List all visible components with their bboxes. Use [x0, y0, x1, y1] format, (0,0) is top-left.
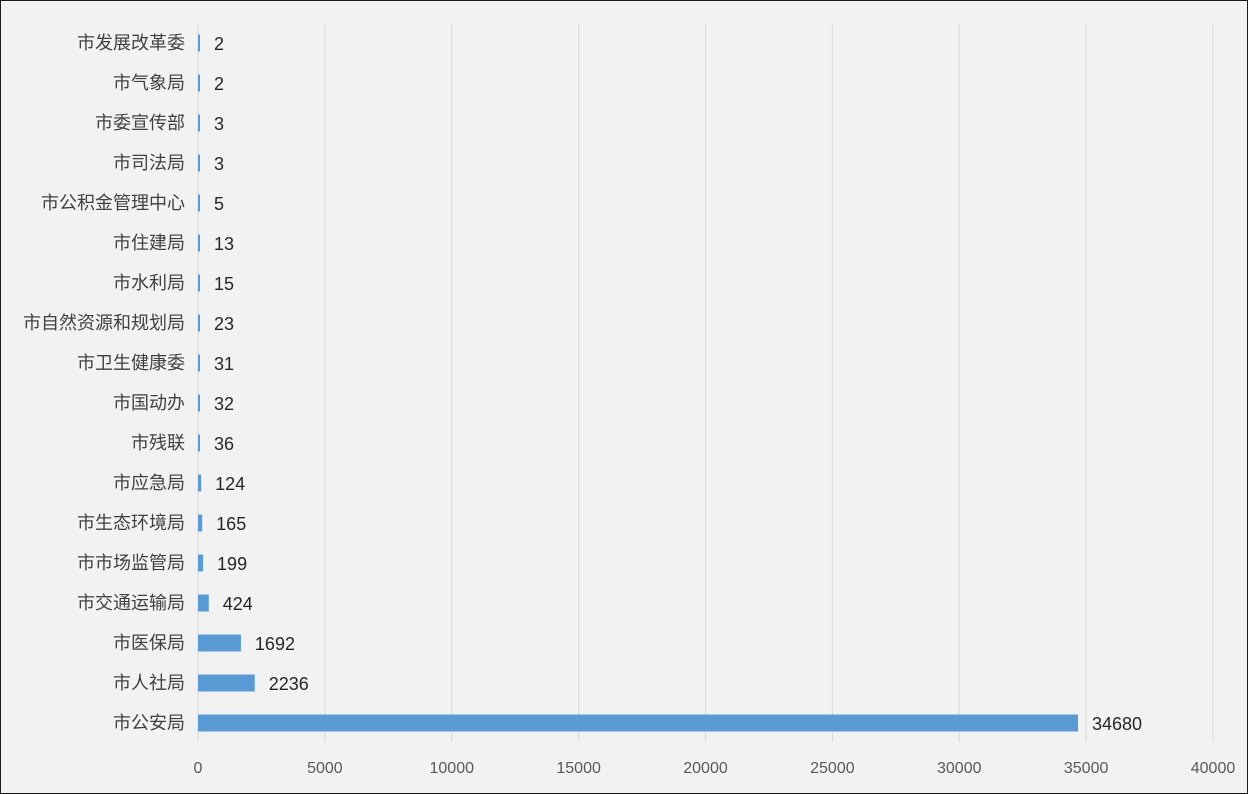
category-label: 市医保局 [113, 633, 185, 654]
category-label: 市应急局 [113, 473, 185, 494]
x-tick-label: 10000 [430, 760, 475, 777]
bar [198, 74, 200, 92]
category-label: 市公积金管理中心 [41, 193, 185, 214]
x-tick-label: 0 [194, 760, 203, 777]
bar [198, 114, 200, 132]
x-tick-label: 25000 [810, 760, 855, 777]
bar [198, 394, 200, 412]
bar [198, 594, 209, 612]
bar [198, 634, 241, 652]
data-labels: 2233513152331323612416519942416922236346… [214, 34, 1142, 734]
data-label: 199 [217, 554, 247, 574]
bar [198, 714, 1079, 732]
x-tick-label: 35000 [1064, 760, 1109, 777]
data-label: 15 [214, 274, 234, 294]
bar [198, 354, 200, 372]
category-label: 市水利局 [113, 273, 185, 294]
bar [198, 234, 200, 252]
bar [198, 154, 200, 172]
bar [198, 674, 255, 692]
data-label: 5 [214, 194, 224, 214]
category-label: 市市场监管局 [77, 553, 185, 574]
category-label: 市自然资源和规划局 [23, 313, 185, 334]
bar [198, 274, 200, 292]
data-label: 2 [214, 34, 224, 54]
data-label: 124 [215, 474, 245, 494]
category-label: 市残联 [131, 433, 185, 454]
x-axis-ticks: 0 5000 10000 15000 20000 25000 30000 35000 40000 [194, 760, 1236, 777]
bar [198, 474, 202, 492]
x-tick-label: 20000 [683, 760, 728, 777]
data-label: 23 [214, 314, 234, 334]
category-label: 市委宣传部 [95, 113, 185, 134]
category-labels: 市发展改革委市气象局市委宣传部市司法局市公积金管理中心市住建局市水利局市自然资源… [23, 33, 185, 734]
data-label: 13 [214, 234, 234, 254]
category-label: 市发展改革委 [77, 33, 185, 54]
data-label: 2236 [269, 674, 309, 694]
data-label: 424 [223, 594, 253, 614]
category-label: 市住建局 [113, 233, 185, 254]
data-label: 3 [214, 154, 224, 174]
category-label: 市国动办 [113, 393, 185, 414]
data-label: 34680 [1092, 714, 1142, 734]
bar [198, 314, 200, 332]
data-label: 3 [214, 114, 224, 134]
bar [198, 514, 203, 532]
data-label: 32 [214, 394, 234, 414]
bars [198, 34, 1079, 732]
data-label: 31 [214, 354, 234, 374]
x-tick-label: 30000 [937, 760, 982, 777]
data-label: 1692 [255, 634, 295, 654]
bar [198, 194, 200, 212]
gridlines [197, 24, 1214, 742]
category-label: 市人社局 [113, 673, 185, 694]
x-tick-label: 15000 [556, 760, 601, 777]
category-label: 市生态环境局 [77, 513, 185, 534]
category-label: 市卫生健康委 [77, 353, 185, 374]
category-label: 市司法局 [113, 153, 185, 174]
x-tick-label: 40000 [1191, 760, 1236, 777]
x-tick-label: 5000 [307, 760, 343, 777]
data-label: 2 [214, 74, 224, 94]
bar [198, 434, 200, 452]
category-label: 市公安局 [113, 713, 185, 734]
bar [198, 554, 204, 572]
bar [198, 34, 200, 52]
category-label: 市交通运输局 [77, 593, 185, 614]
data-label: 165 [216, 514, 246, 534]
data-label: 36 [214, 434, 234, 454]
category-label: 市气象局 [113, 73, 185, 94]
